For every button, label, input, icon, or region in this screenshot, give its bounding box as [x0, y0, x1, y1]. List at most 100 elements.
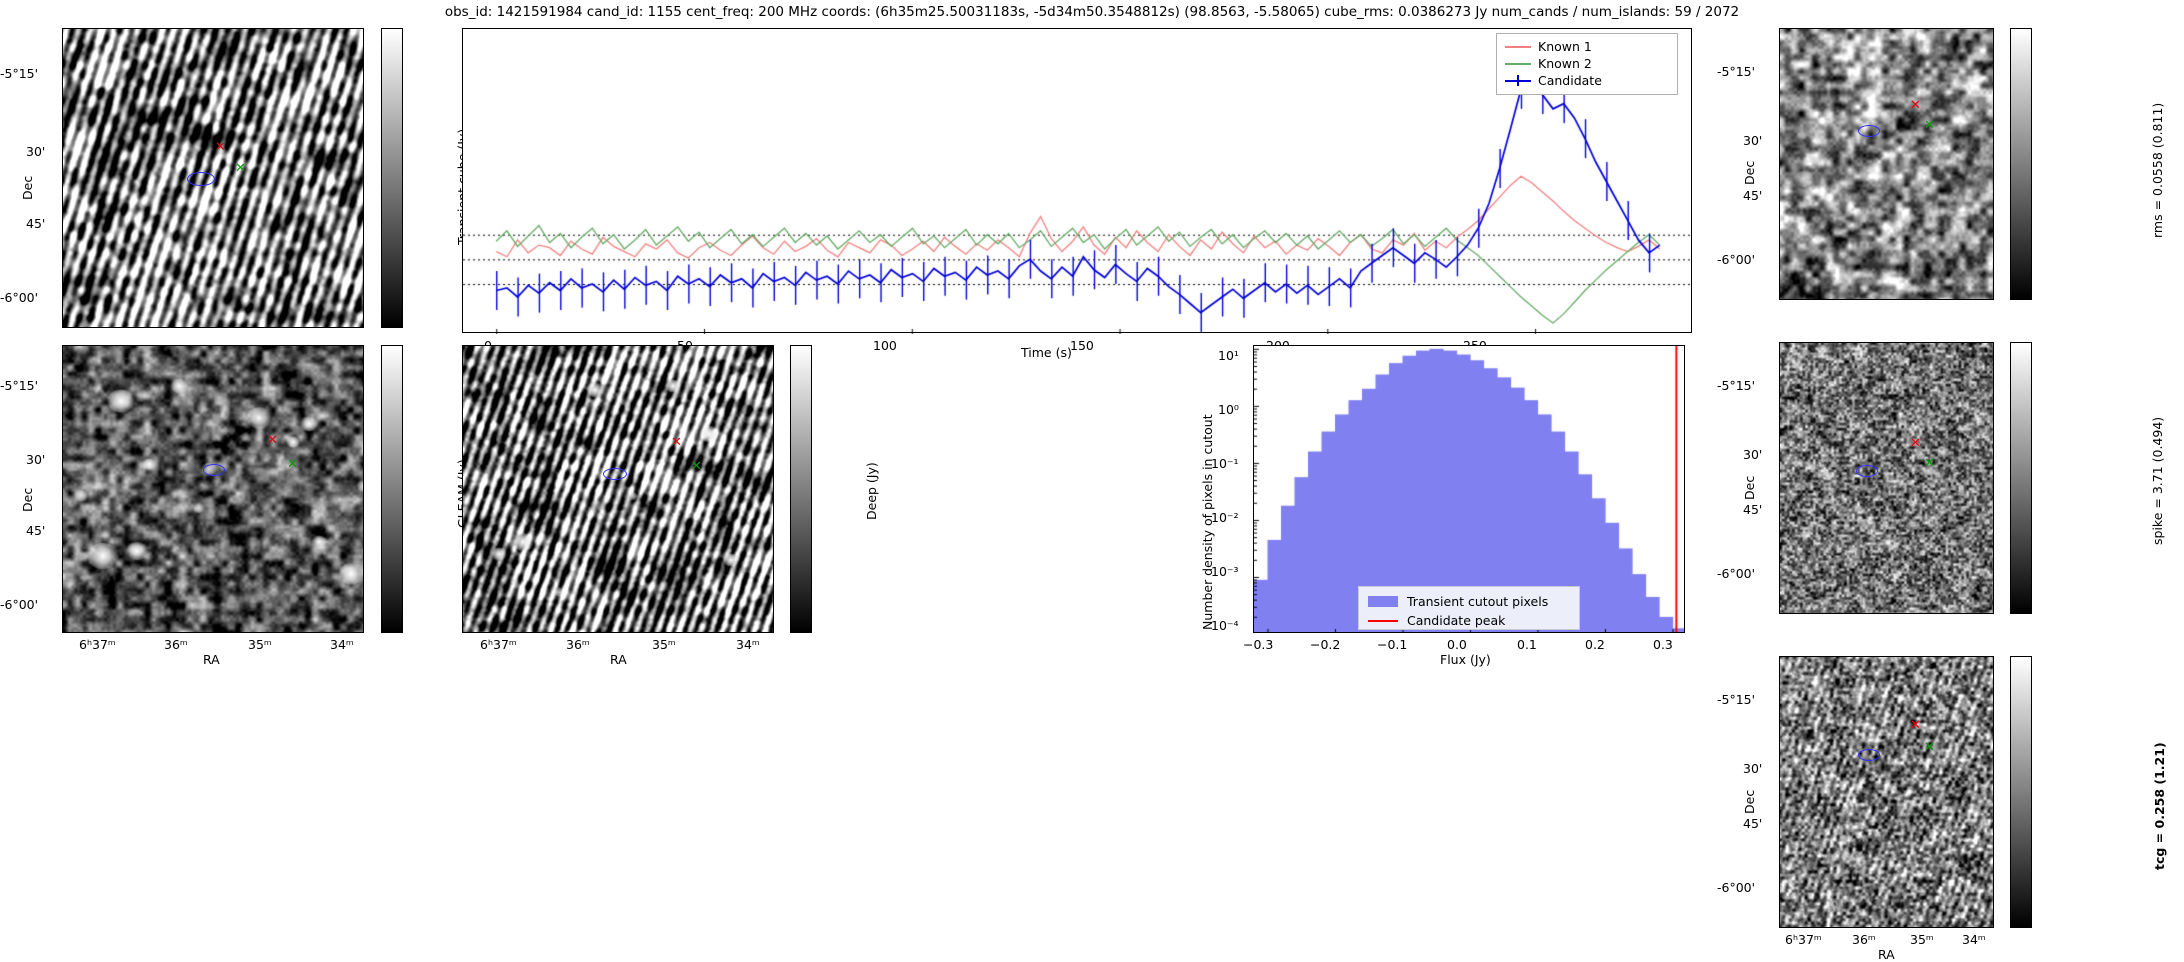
- dec-tick-spike-1: 30': [1743, 447, 1763, 462]
- legend-label-candidate-peak: Candidate peak: [1407, 613, 1506, 628]
- histogram-xtick-6: 0.3: [1653, 637, 1673, 652]
- ra-tick-gleam-0: 6ʰ37ᵐ: [79, 637, 116, 652]
- ra-tick-tcg-0: 6ʰ37ᵐ: [1785, 932, 1822, 947]
- known2-marker-deep: ✕: [691, 459, 702, 474]
- ra-tick-gleam-2: 35ᵐ: [248, 637, 272, 652]
- dec-tick-rms-0: -5°15': [1717, 64, 1756, 79]
- known1-marker: ✕: [215, 140, 226, 155]
- histogram-xtick-1: −0.2: [1310, 637, 1341, 652]
- panel-transient-cube[interactable]: ✕ ✕: [62, 28, 364, 328]
- dec-tick-rms-3: -6°00': [1717, 252, 1756, 267]
- ra-axis-label-deep: RA: [610, 652, 627, 667]
- histogram-xtick-5: 0.2: [1585, 637, 1605, 652]
- sky-image-tcg: [1780, 657, 1993, 927]
- ra-tick-deep-2: 35ᵐ: [652, 637, 676, 652]
- histogram-ytick-5: 10⁻⁴: [1211, 618, 1239, 633]
- dec-tick-spike-2: 45': [1743, 502, 1763, 517]
- ra-tick-gleam-3: 34ᵐ: [330, 637, 354, 652]
- dec-axis-label-rms: Dec: [1742, 160, 1757, 185]
- legend-label-known1: Known 1: [1538, 39, 1592, 54]
- panel-rms[interactable]: ✕ ✕: [1779, 28, 1994, 300]
- histogram-legend: Transient cutout pixels Candidate peak: [1358, 586, 1580, 630]
- dec-tick-spike-3: -6°00': [1717, 566, 1756, 581]
- known1-marker-rms: ✕: [1910, 98, 1921, 113]
- sky-image-spike: [1780, 343, 1993, 613]
- legend-item-cutout-pixels: Transient cutout pixels: [1368, 592, 1570, 611]
- dec-tick-tcg-2: 45': [1743, 816, 1763, 831]
- colorbar-label-spike: spike = 3.71 (0.494): [2150, 416, 2165, 545]
- histogram-ytick-3: 10⁻²: [1211, 510, 1239, 525]
- time-tick-2: 100: [873, 338, 897, 353]
- panel-deep[interactable]: ✕ ✕: [462, 345, 774, 633]
- known2-marker: ✕: [235, 161, 246, 176]
- histogram-ytick-0: 10¹: [1218, 348, 1239, 363]
- panel-histogram[interactable]: [1253, 345, 1685, 633]
- candidate-ellipse-deep: [603, 468, 627, 480]
- dec-tick-spike-0: -5°15': [1717, 378, 1756, 393]
- dec-axis-label-gleam: Dec: [20, 487, 35, 512]
- ra-tick-deep-3: 34ᵐ: [736, 637, 760, 652]
- colorbar-gleam: [381, 345, 403, 633]
- dec-axis-label-tcg: Dec: [1742, 789, 1757, 814]
- histogram-xtick-4: 0.1: [1517, 637, 1537, 652]
- dec-tick-gleam-3: -6°00': [0, 597, 39, 612]
- dec-tick-tcg-0: -5°15': [1717, 692, 1756, 707]
- dec-tick-cube-2: 45': [26, 216, 46, 231]
- dec-tick-cube-3: -6°00': [0, 290, 39, 305]
- histogram-ytick-4: 10⁻³: [1211, 564, 1239, 579]
- legend-item-candidate-peak: Candidate peak: [1368, 611, 1570, 630]
- ra-axis-label-gleam: RA: [203, 652, 220, 667]
- panel-spike[interactable]: ✕ ✕: [1779, 342, 1994, 614]
- histogram-ytick-2: 10⁻¹: [1211, 456, 1239, 471]
- dec-tick-gleam-2: 45': [26, 523, 46, 538]
- candidate-ellipse-gleam: [203, 464, 225, 476]
- sky-image-gleam: [63, 346, 363, 632]
- candidate-ellipse-tcg: [1858, 749, 1880, 761]
- histogram-plot: [1254, 346, 1684, 632]
- ra-tick-tcg-1: 36ᵐ: [1852, 932, 1876, 947]
- sky-image-deep: [463, 346, 773, 632]
- known2-marker-rms: ✕: [1924, 118, 1935, 133]
- legend-swatch-known2: [1505, 62, 1531, 65]
- colorbar-rms: [2010, 28, 2032, 300]
- colorbar-tcg: [2010, 656, 2032, 928]
- colorbar-label-deep: Deep (Jy): [864, 462, 879, 520]
- dec-axis-label-spike: Dec: [1742, 475, 1757, 500]
- candidate-ellipse-spike: [1856, 465, 1878, 477]
- legend-label-known2: Known 2: [1538, 56, 1592, 71]
- known2-marker-tcg: ✕: [1924, 740, 1935, 755]
- legend-item-known1: Known 1: [1505, 38, 1669, 55]
- dec-tick-gleam-0: -5°15': [0, 378, 39, 393]
- known1-marker-tcg: ✕: [1910, 718, 1921, 733]
- ra-axis-label-tcg: RA: [1878, 947, 1895, 962]
- legend-swatch-known1: [1505, 45, 1531, 48]
- sky-image-rms: [1780, 29, 1993, 299]
- histogram-x-axis-label: Flux (Jy): [1440, 652, 1491, 667]
- known1-marker-gleam: ✕: [267, 433, 278, 448]
- dec-tick-rms-1: 30': [1743, 133, 1763, 148]
- legend-label-candidate: Candidate: [1538, 73, 1602, 88]
- dec-tick-rms-2: 45': [1743, 188, 1763, 203]
- histogram-ytick-1: 10⁰: [1218, 402, 1239, 417]
- ra-tick-deep-0: 6ʰ37ᵐ: [480, 637, 517, 652]
- legend-swatch-candidate: [1505, 75, 1531, 86]
- legend-line-candidate-peak: [1368, 619, 1398, 622]
- panel-lightcurve[interactable]: [462, 28, 1693, 334]
- legend-item-candidate: Candidate: [1505, 72, 1669, 89]
- panel-gleam[interactable]: ✕ ✕: [62, 345, 364, 633]
- panel-tcg[interactable]: ✕ ✕: [1779, 656, 1994, 928]
- histogram-xtick-0: −0.3: [1243, 637, 1274, 652]
- dec-axis-label-cube: Dec: [20, 175, 35, 200]
- ra-tick-tcg-3: 34ᵐ: [1962, 932, 1986, 947]
- lightcurve-plot: [463, 29, 1693, 334]
- time-tick-3: 150: [1070, 338, 1094, 353]
- candidate-ellipse-rms: [1858, 125, 1880, 137]
- colorbar-transient-cube: [381, 28, 403, 328]
- dec-tick-tcg-1: 30': [1743, 761, 1763, 776]
- known1-marker-deep: ✕: [671, 435, 682, 450]
- colorbar-label-tcg: tcg = 0.258 (1.21): [2152, 742, 2167, 870]
- histogram-xtick-2: −0.1: [1377, 637, 1408, 652]
- dec-tick-tcg-3: -6°00': [1717, 880, 1756, 895]
- colorbar-spike: [2010, 342, 2032, 614]
- candidate-ellipse: [187, 172, 215, 186]
